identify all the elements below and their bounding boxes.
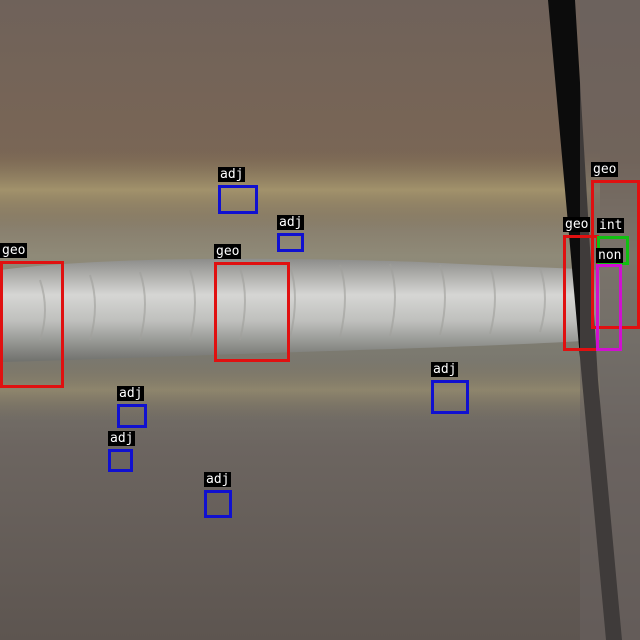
detection-label: geo: [214, 244, 242, 259]
detection-label: adj: [218, 167, 246, 182]
detection-label: adj: [431, 362, 459, 377]
detection-label: adj: [277, 215, 305, 230]
detection-label: adj: [117, 386, 145, 401]
detection-label: geo: [0, 243, 28, 258]
detection-label: int: [597, 218, 625, 233]
detection-label: non: [596, 248, 624, 263]
detection-label: geo: [563, 217, 591, 232]
detection-label: adj: [108, 431, 136, 446]
detection-label: geo: [591, 162, 619, 177]
detection-label: adj: [204, 472, 232, 487]
